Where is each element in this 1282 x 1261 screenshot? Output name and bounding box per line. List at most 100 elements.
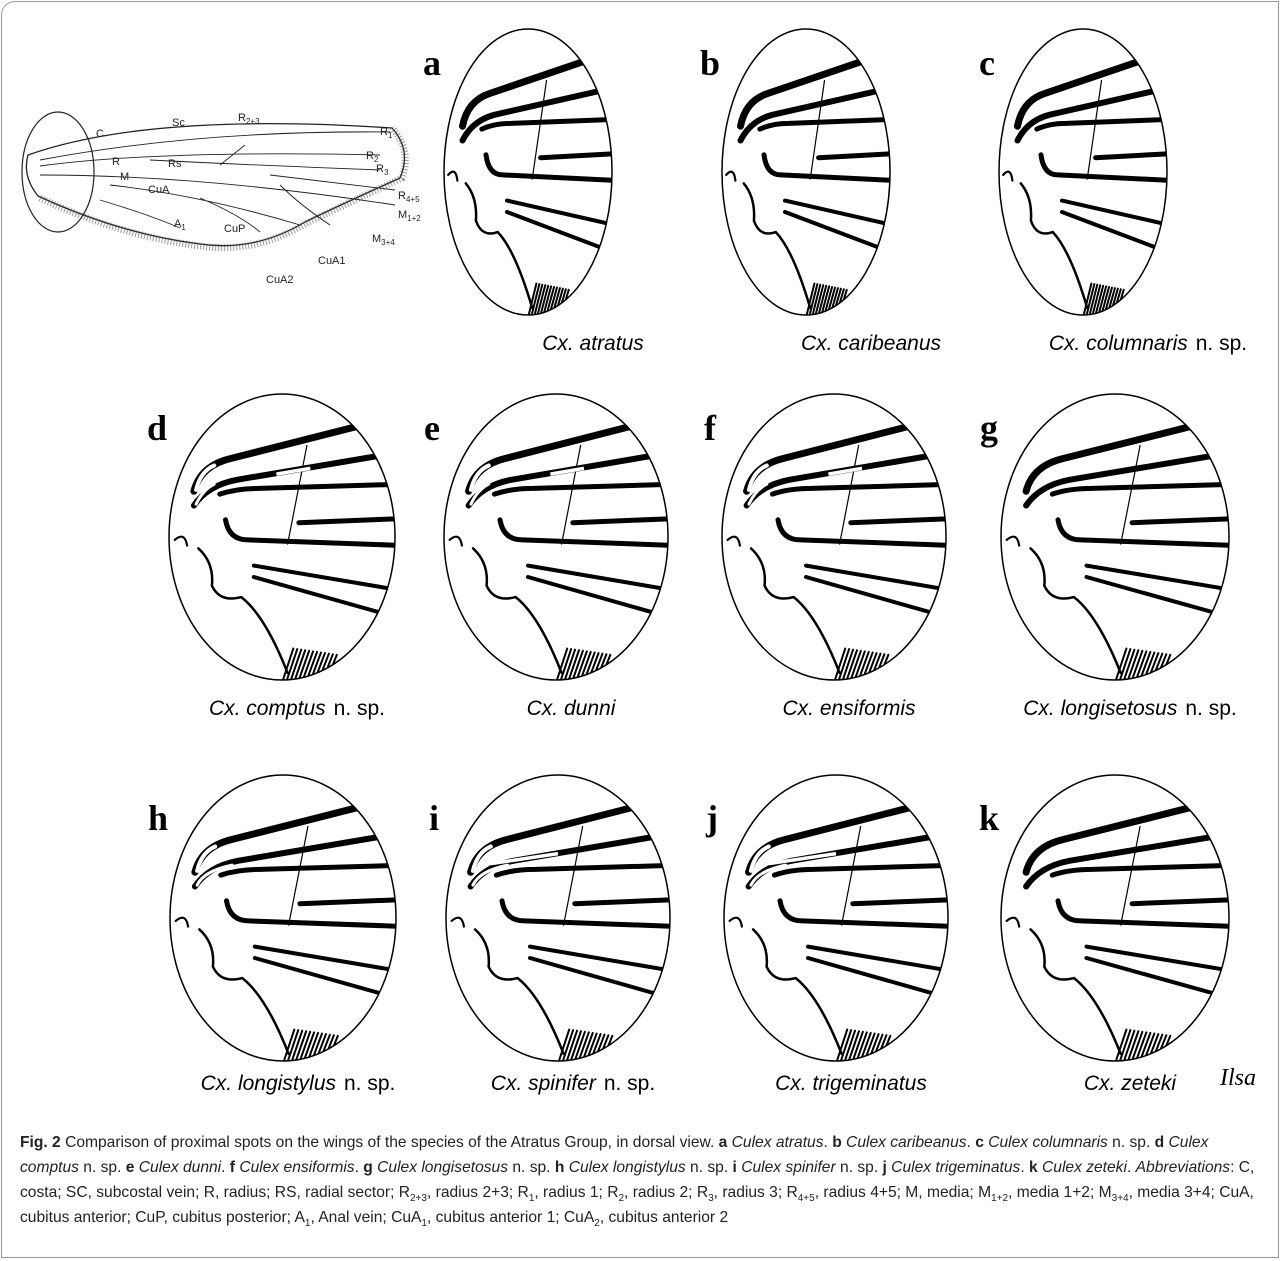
species-italic: Cx. zeteki: [1084, 1072, 1178, 1095]
wing-label-text: R: [380, 126, 388, 138]
caption-segment: Culex longisetosus: [373, 1159, 508, 1176]
veins: [728, 414, 958, 683]
vein: [289, 827, 308, 926]
caption-segment: Comparison of proximal spots on the wing…: [61, 1134, 719, 1151]
caption-segment: , cubitus anterior 1; CuA: [427, 1209, 594, 1226]
vein: [853, 899, 959, 903]
panel-letter: j: [705, 798, 718, 838]
caption-segment: .: [967, 1134, 976, 1151]
caption-segment: n. sp.: [79, 1159, 126, 1176]
vein: [221, 865, 407, 875]
vein: [575, 899, 681, 903]
panel-letter: h: [148, 798, 168, 838]
caption-segment: g: [363, 1159, 373, 1176]
vein: [299, 518, 406, 522]
vein: [1121, 827, 1140, 926]
wing-panel: hCx. longistylusn. sp.: [148, 775, 407, 1095]
wing-label-sub: 4+5: [406, 195, 420, 204]
wing-label-text: M: [398, 209, 407, 221]
vein: [1121, 446, 1140, 545]
wing-panel: j Cx. trigeminatus: [705, 775, 959, 1095]
species-italic: Cx. longistylus: [201, 1072, 337, 1095]
vein: [772, 484, 957, 494]
wing-outline: [722, 29, 890, 315]
vein: [288, 446, 307, 545]
caption-segment: Culex columnaris: [984, 1134, 1108, 1151]
caption-segment: Culex caribeanus: [842, 1134, 967, 1151]
species-italic: Cx. longisetosus: [1023, 697, 1178, 720]
caption-segment: k: [1029, 1159, 1038, 1176]
vein: [562, 446, 581, 545]
vein: [1052, 865, 1240, 875]
caption-segment: Culex ensiformis: [235, 1159, 355, 1176]
species-suffix: n. sp.: [1185, 697, 1236, 720]
caption-segment: Culex spinifer: [737, 1159, 836, 1176]
vein: [1087, 947, 1241, 973]
species-name: Cx. trigeminatus: [775, 1072, 927, 1095]
vein: [1007, 918, 1020, 927]
wing-outline: [444, 29, 612, 315]
wing-outline: [169, 394, 395, 680]
wing-outline: [1001, 775, 1229, 1061]
panel-letter: k: [979, 798, 999, 838]
wing-label-text: CuP: [224, 223, 245, 235]
wing-panel: c Cx. columnarisn. sp.: [979, 29, 1247, 355]
caption-segment: Culex trigeminatus: [887, 1159, 1020, 1176]
caption-segment: , radius 4+5; M, media; M: [815, 1184, 991, 1201]
vein: [728, 537, 740, 546]
wing-label-text: R: [376, 163, 384, 175]
species-name: Cx. columnarisn. sp.: [1049, 332, 1247, 355]
wing-panel: f Cx. ensiformis: [704, 394, 957, 720]
wing-panel: a Cx. atratus: [423, 29, 644, 355]
species-name: Cx. atratus: [542, 332, 644, 355]
caption: Fig. 2 Comparison of proximal spots on t…: [20, 1130, 1270, 1230]
vein: [808, 947, 959, 973]
vein: [851, 518, 957, 522]
caption-segment: , radius 1; R: [534, 1184, 618, 1201]
wing-label-text: Sc: [172, 117, 185, 129]
wing-label: M1+2: [398, 209, 421, 223]
vein: [564, 827, 583, 926]
vein: [1087, 81, 1101, 180]
species-italic: Cx. atratus: [542, 332, 644, 355]
caption-segment: 2+3: [410, 1193, 427, 1204]
species-name: Cx. longisetosus n. sp.: [1023, 697, 1236, 720]
wing-outline: [170, 775, 396, 1061]
veins: [726, 49, 898, 318]
vein: [541, 153, 621, 157]
panel-letter: f: [704, 408, 717, 448]
wing-label: R2+3: [238, 112, 260, 126]
species-name: Cx. spinifern. sp.: [491, 1072, 655, 1095]
vein: [573, 518, 679, 522]
caption-segment: h: [555, 1159, 565, 1176]
wing-label: M3+4: [372, 233, 395, 247]
vein: [300, 899, 407, 903]
caption-segment: .: [1127, 1159, 1136, 1176]
species-name: Cx. ensiformis: [782, 697, 916, 720]
caption-segment: 1+2: [991, 1193, 1008, 1204]
vein: [785, 201, 898, 227]
species-italic: Cx. spinifer: [491, 1072, 597, 1095]
caption-segment: b: [832, 1134, 842, 1151]
wing-label-text: Rs: [168, 158, 182, 170]
caption-segment: 4+5: [798, 1193, 815, 1204]
vein: [810, 81, 824, 180]
caption-segment: 3+4: [1112, 1193, 1129, 1204]
wing-panel: k Cx. zeteki: [979, 775, 1240, 1095]
vein: [496, 865, 681, 875]
vein: [452, 918, 464, 927]
caption-segment: , media 1+2; M: [1008, 1184, 1112, 1201]
species-italic: Cx. ensiformis: [782, 697, 916, 720]
veins: [1007, 795, 1241, 1064]
caption-segment: n. sp.: [836, 1159, 883, 1176]
panel-letter: a: [423, 43, 441, 83]
vein: [840, 446, 859, 545]
panel-letter: c: [979, 43, 995, 83]
vein: [1096, 153, 1176, 157]
caption-segment: c: [975, 1134, 984, 1151]
vein: [175, 537, 187, 546]
panel-letter: b: [700, 43, 720, 83]
caption-segment: , radius 2+3; R: [427, 1184, 529, 1201]
vein: [819, 153, 899, 157]
wing-label-text: C: [96, 128, 104, 140]
